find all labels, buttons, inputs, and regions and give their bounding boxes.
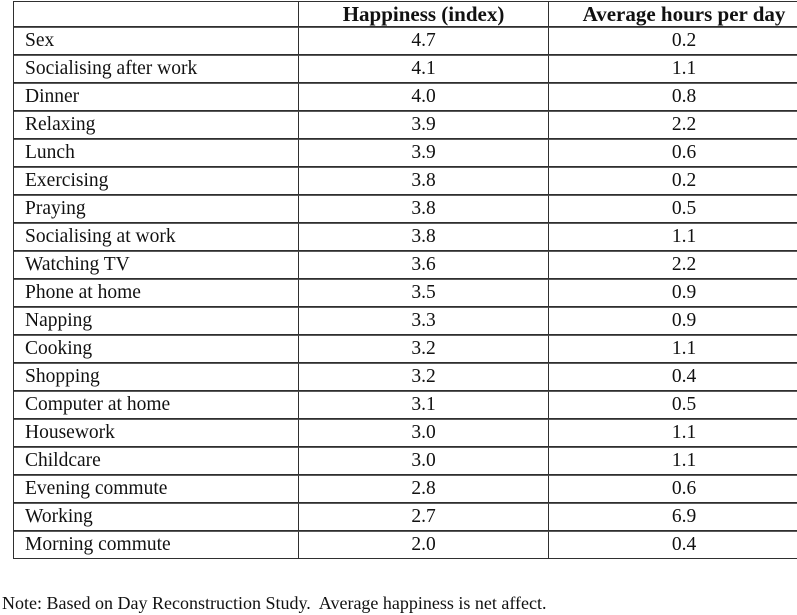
happiness-cell: 3.2 xyxy=(299,363,549,391)
happiness-cell: 3.1 xyxy=(299,391,549,419)
hours-cell: 0.5 xyxy=(549,195,797,223)
activity-cell: Exercising xyxy=(14,167,299,195)
happiness-cell: 3.8 xyxy=(299,167,549,195)
table-header: Happiness (index) Average hours per day xyxy=(14,2,797,27)
table-row: Cooking 3.2 1.1 xyxy=(14,335,797,363)
table-row: Computer at home 3.1 0.5 xyxy=(14,391,797,419)
column-header-happiness: Happiness (index) xyxy=(299,2,549,27)
hours-cell: 1.1 xyxy=(549,447,797,475)
hours-cell: 0.9 xyxy=(549,307,797,335)
activity-cell: Watching TV xyxy=(14,251,299,279)
happiness-cell: 3.9 xyxy=(299,139,549,167)
table-row: Socialising at work 3.8 1.1 xyxy=(14,223,797,251)
activity-cell: Computer at home xyxy=(14,391,299,419)
hours-cell: 1.1 xyxy=(549,419,797,447)
activity-cell: Phone at home xyxy=(14,279,299,307)
table-row: Phone at home 3.5 0.9 xyxy=(14,279,797,307)
hours-cell: 6.9 xyxy=(549,503,797,531)
hours-cell: 0.6 xyxy=(549,139,797,167)
activity-cell: Shopping xyxy=(14,363,299,391)
hours-cell: 0.9 xyxy=(549,279,797,307)
happiness-cell: 3.0 xyxy=(299,447,549,475)
happiness-cell: 3.8 xyxy=(299,195,549,223)
hours-cell: 2.2 xyxy=(549,111,797,139)
activity-cell: Cooking xyxy=(14,335,299,363)
happiness-cell: 3.9 xyxy=(299,111,549,139)
table-note: Note: Based on Day Reconstruction Study.… xyxy=(2,593,547,613)
happiness-by-activity-table: Happiness (index) Average hours per day … xyxy=(13,1,797,559)
column-header-hours: Average hours per day xyxy=(549,2,797,27)
table-row: Napping 3.3 0.9 xyxy=(14,307,797,335)
table-row: Working 2.7 6.9 xyxy=(14,503,797,531)
happiness-cell: 2.0 xyxy=(299,531,549,559)
hours-cell: 0.2 xyxy=(549,167,797,195)
table-row: Morning commute 2.0 0.4 xyxy=(14,531,797,559)
happiness-cell: 3.0 xyxy=(299,419,549,447)
happiness-cell: 4.7 xyxy=(299,27,549,55)
hours-cell: 0.5 xyxy=(549,391,797,419)
happiness-cell: 4.1 xyxy=(299,55,549,83)
activity-cell: Housework xyxy=(14,419,299,447)
header-row: Happiness (index) Average hours per day xyxy=(14,2,797,27)
activity-cell: Morning commute xyxy=(14,531,299,559)
happiness-cell: 3.5 xyxy=(299,279,549,307)
hours-cell: 0.6 xyxy=(549,475,797,503)
table-row: Housework 3.0 1.1 xyxy=(14,419,797,447)
table-row: Childcare 3.0 1.1 xyxy=(14,447,797,475)
hours-cell: 0.4 xyxy=(549,363,797,391)
table-row: Praying 3.8 0.5 xyxy=(14,195,797,223)
activity-cell: Lunch xyxy=(14,139,299,167)
hours-cell: 2.2 xyxy=(549,251,797,279)
table-row: Watching TV 3.6 2.2 xyxy=(14,251,797,279)
activity-cell: Praying xyxy=(14,195,299,223)
table-body: Sex 4.7 0.2 Socialising after work 4.1 1.1 Din… xyxy=(14,27,797,559)
activity-cell: Working xyxy=(14,503,299,531)
activity-cell: Socialising at work xyxy=(14,223,299,251)
happiness-cell: 3.2 xyxy=(299,335,549,363)
happiness-cell: 4.0 xyxy=(299,83,549,111)
activity-cell: Childcare xyxy=(14,447,299,475)
activity-cell: Napping xyxy=(14,307,299,335)
table-row: Socialising after work 4.1 1.1 xyxy=(14,55,797,83)
activity-cell: Sex xyxy=(14,27,299,55)
hours-cell: 0.2 xyxy=(549,27,797,55)
hours-cell: 1.1 xyxy=(549,55,797,83)
activity-cell: Relaxing xyxy=(14,111,299,139)
activity-cell: Dinner xyxy=(14,83,299,111)
table-row: Sex 4.7 0.2 xyxy=(14,27,797,55)
happiness-cell: 2.7 xyxy=(299,503,549,531)
happiness-cell: 3.8 xyxy=(299,223,549,251)
table-row: Relaxing 3.9 2.2 xyxy=(14,111,797,139)
table-row: Exercising 3.8 0.2 xyxy=(14,167,797,195)
hours-cell: 1.1 xyxy=(549,335,797,363)
table-row: Shopping 3.2 0.4 xyxy=(14,363,797,391)
hours-cell: 0.8 xyxy=(549,83,797,111)
table-row: Dinner 4.0 0.8 xyxy=(14,83,797,111)
table-row: Lunch 3.9 0.6 xyxy=(14,139,797,167)
activity-cell: Socialising after work xyxy=(14,55,299,83)
happiness-cell: 2.8 xyxy=(299,475,549,503)
happiness-cell: 3.3 xyxy=(299,307,549,335)
column-header-activity xyxy=(14,2,299,27)
hours-cell: 0.4 xyxy=(549,531,797,559)
activity-cell: Evening commute xyxy=(14,475,299,503)
table-row: Evening commute 2.8 0.6 xyxy=(14,475,797,503)
happiness-cell: 3.6 xyxy=(299,251,549,279)
hours-cell: 1.1 xyxy=(549,223,797,251)
